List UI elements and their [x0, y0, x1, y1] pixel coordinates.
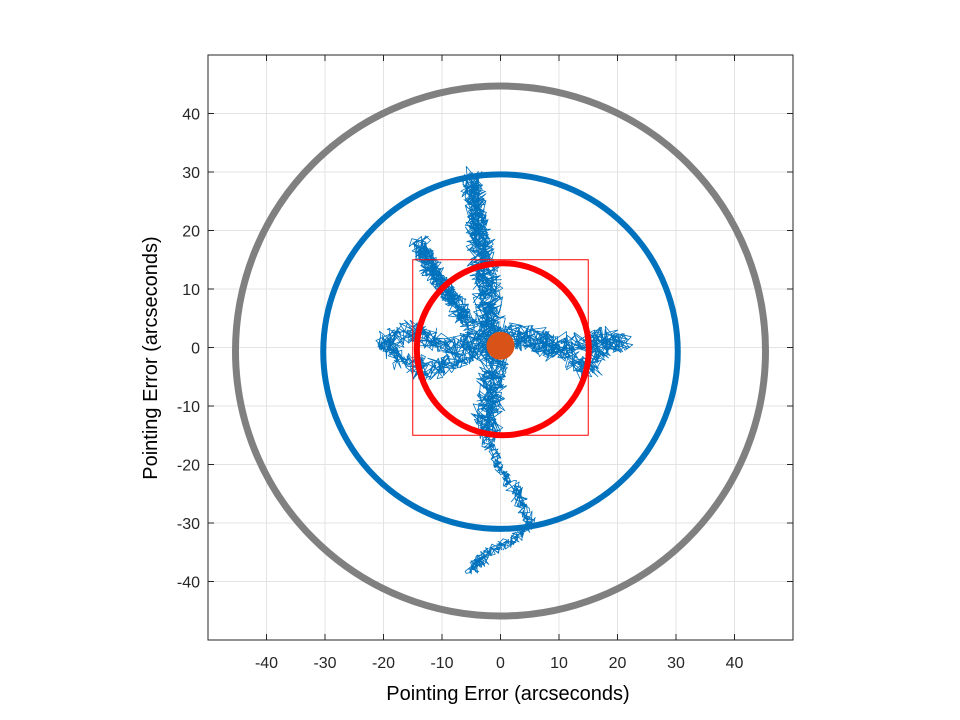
middle-limit-circle	[320, 171, 681, 532]
pointing-trace-segment	[464, 436, 536, 575]
y-tick-label: 10	[182, 282, 200, 299]
center-cluster	[486, 331, 515, 360]
x-tick-label: 30	[667, 655, 685, 672]
limit-shapes	[231, 82, 770, 620]
tick-marks	[208, 55, 793, 640]
x-tick-label: -20	[372, 655, 395, 672]
x-tick-label: -10	[430, 655, 453, 672]
y-tick-label: -40	[177, 575, 200, 592]
pointing-trace-segment	[460, 165, 506, 351]
tick-labels: -40 -30 -20 -10 0 10 20 30 40 -40 -30 -20 -10 0 10 20 30…	[177, 107, 744, 673]
pointing-trace-segment	[474, 319, 634, 380]
y-tick-label: 20	[182, 224, 200, 241]
x-tick-label: 10	[550, 655, 568, 672]
y-tick-label: -20	[177, 458, 200, 475]
y-tick-label: -30	[177, 516, 200, 533]
x-axis-label: Pointing Error (arcseconds)	[386, 683, 629, 705]
plot-frame	[207, 54, 794, 641]
pointing-trace-segment	[408, 235, 486, 340]
y-tick-label: 0	[191, 341, 200, 358]
y-axis-label: Pointing Error (arcseconds)	[140, 236, 162, 479]
pointing-trace	[375, 165, 634, 575]
x-tick-label: 0	[496, 655, 505, 672]
y-tick-label: 40	[182, 107, 200, 124]
y-tick-label: 30	[182, 165, 200, 182]
inner-limit-circle	[413, 260, 592, 439]
x-tick-label: 40	[726, 655, 744, 672]
x-tick-label: -40	[255, 655, 278, 672]
outer-limit-circle	[231, 82, 770, 620]
x-tick-label: 20	[609, 655, 627, 672]
x-tick-label: -30	[313, 655, 336, 672]
pointing-trace-segment	[375, 319, 495, 383]
y-tick-label: -10	[177, 399, 200, 416]
